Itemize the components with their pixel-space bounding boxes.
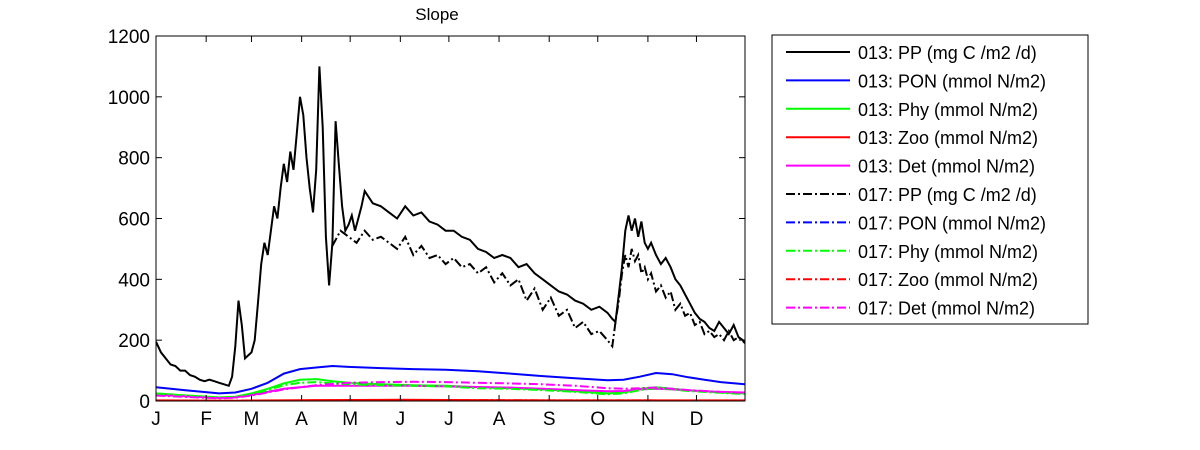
y-tick-label: 1000: [108, 88, 150, 109]
y-tick-label: 800: [118, 149, 150, 170]
axes: 0 200 400 600 800 1000 1200 J F M A M J J A S O N D: [108, 27, 746, 430]
legend-entry: 017: PON (mmol N/m2): [858, 213, 1046, 233]
y-tick-label: 400: [118, 270, 150, 291]
legend-entry: 013: Phy (mmol N/m2): [858, 100, 1038, 120]
y-tick-label: 0: [139, 392, 150, 413]
legend-entry: 017: Phy (mmol N/m2): [858, 242, 1038, 262]
series-line-5: [331, 229, 745, 349]
chart-title: Slope: [415, 5, 458, 24]
legend-entry: 013: Zoo (mmol N/m2): [858, 128, 1038, 148]
x-tick-label: F: [200, 409, 212, 430]
series-line-9: [156, 380, 745, 400]
x-tick-label: J: [444, 409, 454, 430]
series-line-1: [156, 364, 745, 395]
plot-area: [156, 66, 745, 401]
x-tick-label: O: [590, 409, 605, 430]
legend: 013: PP (mg C /m2 /d) 013: PON (mmol N/m2…: [771, 34, 1089, 325]
series-line-0: [156, 66, 745, 388]
legend-entry: 013: PP (mg C /m2 /d): [858, 43, 1037, 63]
legend-entry: 013: PON (mmol N/m2): [858, 71, 1046, 91]
y-tick-label: 200: [118, 331, 150, 352]
x-tick-label: M: [342, 409, 358, 430]
x-tick-label: D: [690, 409, 704, 430]
x-tick-label: J: [151, 409, 161, 430]
legend-entry: 013: Det (mmol N/m2): [858, 157, 1035, 177]
x-tick-label: N: [641, 409, 655, 430]
y-tick-label: 1200: [108, 27, 150, 48]
legend-entry: 017: Zoo (mmol N/m2): [858, 270, 1038, 290]
x-tick-label: A: [493, 409, 506, 430]
legend-entry: 017: Det (mmol N/m2): [858, 299, 1035, 319]
x-tick-label: S: [543, 409, 556, 430]
x-tick-label: M: [244, 409, 260, 430]
y-tick-label: 600: [118, 210, 150, 231]
x-tick-label: J: [396, 409, 406, 430]
x-tick-label: A: [295, 409, 308, 430]
legend-box: [771, 34, 1089, 325]
legend-entry: 017: PP (mg C /m2 /d): [858, 185, 1037, 205]
